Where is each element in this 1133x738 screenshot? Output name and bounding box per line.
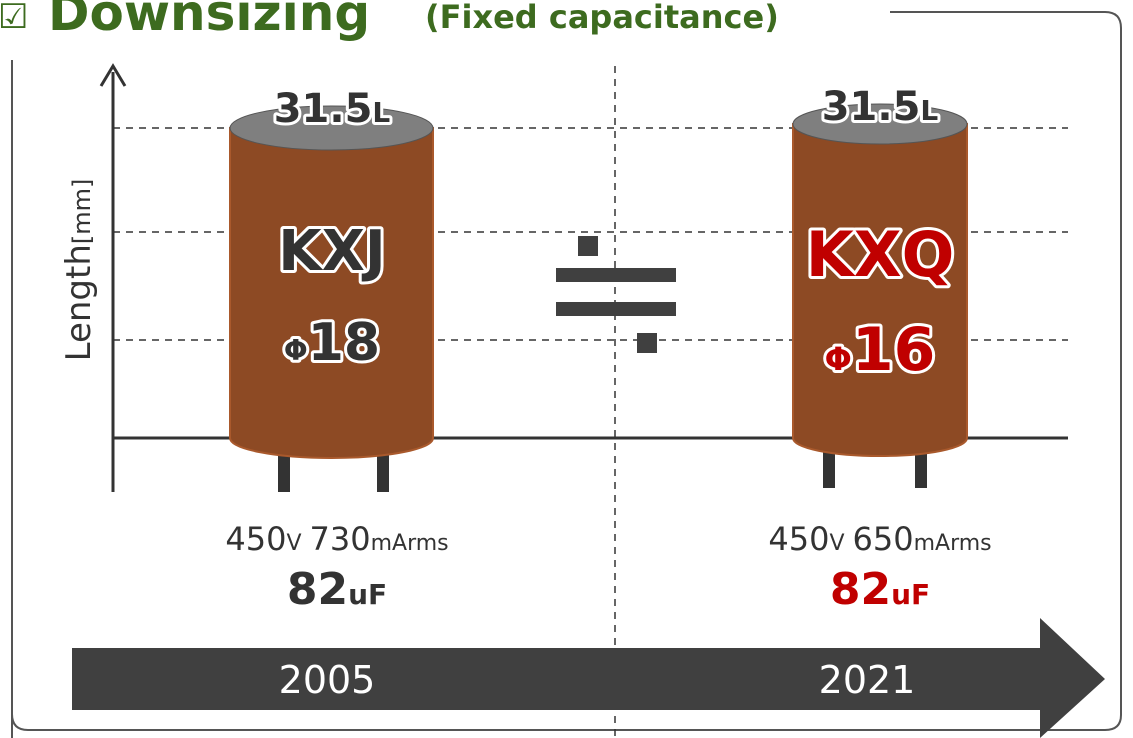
capacitance: 82uF (830, 564, 930, 615)
lead (915, 450, 927, 488)
text-part: 82 (287, 564, 348, 615)
text-part: L (920, 94, 938, 127)
text-part: mArms (371, 531, 449, 556)
text-part: 650 (853, 520, 914, 558)
text-part: Φ (284, 334, 308, 367)
bar (556, 302, 676, 316)
page: ☑ Downsizing (Fixed capacitance) Length[… (0, 0, 1133, 738)
text-part: V (286, 531, 301, 556)
text-part: V (829, 531, 844, 556)
body (230, 128, 433, 458)
series: KXJ (278, 219, 385, 284)
rating: 450V 650mArms (768, 520, 991, 558)
year: 2021 (819, 658, 916, 702)
specs-left: 450V 730mArms 82uF (225, 520, 448, 615)
text-part: 18 (308, 313, 380, 373)
text-part: [mm] (68, 179, 96, 244)
subtitle: (Fixed capacitance) (425, 0, 779, 36)
text-part: 730 (310, 520, 371, 558)
rating: 450V 730mArms (225, 520, 448, 558)
capacitance: 82uF (287, 564, 387, 615)
text-part: 450 (768, 520, 829, 558)
title: Downsizing (48, 0, 370, 42)
height: 31.5L (822, 84, 939, 130)
slide: ☑ Downsizing (Fixed capacitance) Length[… (0, 0, 1133, 738)
year: 2005 (279, 658, 376, 702)
text-part: Φ (825, 340, 852, 378)
specs-right: 450V 650mArms 82uF (768, 520, 991, 615)
bar (556, 268, 676, 282)
text-part: 31.5 (822, 84, 921, 130)
axis-label: Length[mm] (59, 179, 99, 362)
text-part: uF (891, 578, 930, 611)
capacitor (230, 106, 433, 492)
approx-equal (556, 236, 676, 353)
text-part: 31.5 (274, 86, 373, 132)
capacitor (793, 104, 967, 488)
text-part: 82 (830, 564, 891, 615)
dot (578, 236, 598, 256)
text-part: L (372, 96, 390, 129)
text-part: uF (348, 578, 387, 611)
text-part: 450 (225, 520, 286, 558)
series: KXQ (806, 218, 955, 291)
height: 31.5L (274, 86, 391, 132)
text-part: Length (59, 244, 99, 361)
text-part: mArms (914, 531, 992, 556)
lead (823, 450, 835, 488)
timeline-arrow (72, 618, 1105, 738)
check-icon: ☑ (0, 0, 28, 37)
dot (637, 333, 657, 353)
text-part: 16 (852, 315, 936, 385)
